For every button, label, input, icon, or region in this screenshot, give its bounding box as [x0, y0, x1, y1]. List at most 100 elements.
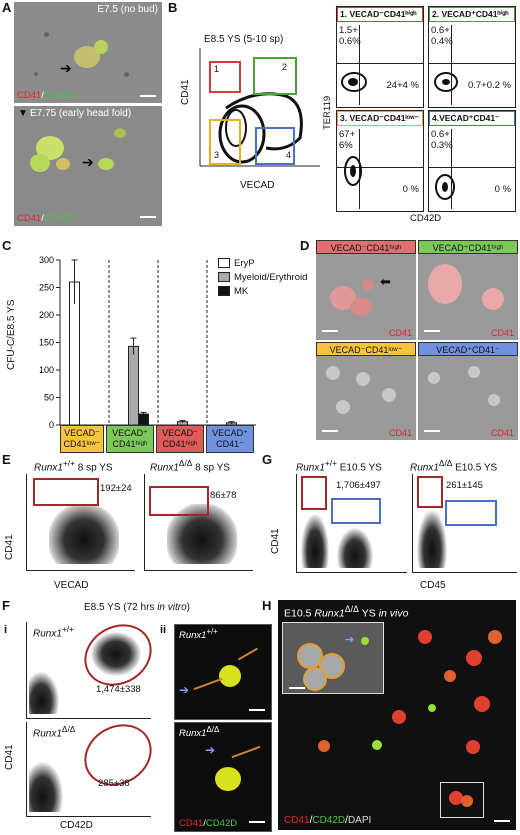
cell — [428, 264, 462, 304]
panel-label-e: E — [2, 452, 11, 467]
cell — [318, 740, 330, 752]
f-bottom-label: Runx1Δ/Δ — [33, 724, 75, 739]
scale-bar — [424, 430, 440, 432]
scale-bar — [424, 330, 440, 332]
title-rest: 8 sp YS — [74, 462, 113, 474]
bar — [128, 345, 139, 426]
legend-item-myeloid: Myeloid/Erythroid — [218, 272, 307, 283]
e-left-value: 192±24 — [100, 483, 132, 494]
subplot-3: 3. VECAD⁻CD41ˡᵒʷ⁻ 67+ 6% 0 % — [336, 110, 424, 212]
cell — [336, 400, 350, 414]
category-box-4: VECAD⁺ CD41⁻ — [206, 425, 254, 453]
chart-bars — [69, 259, 237, 426]
legend-label: Myeloid/Erythroid — [234, 272, 308, 283]
stain-dapi: DAPI — [347, 815, 372, 826]
stain-legend: CD41/CD42D/DAPI — [284, 815, 371, 826]
tile-title: VECAD⁺CD41ʰⁱᵍʰ — [418, 240, 518, 254]
d-tile-1: VECAD⁻CD41ʰⁱᵍʰ ⬅ CD41 — [316, 240, 416, 340]
stain-legend: CD41/CD42D — [179, 818, 237, 829]
stain-sep: / — [203, 818, 206, 829]
gene: Runx1 — [179, 728, 207, 740]
genotype: Δ/Δ — [344, 604, 359, 614]
contour — [344, 156, 362, 186]
stain-sep: / — [345, 815, 348, 826]
gate-box — [417, 476, 443, 508]
cell — [382, 388, 396, 402]
scatter-cloud — [29, 672, 59, 714]
cell — [466, 740, 480, 754]
y-tick-label: 100 — [39, 365, 54, 375]
panel-label-h: H — [262, 598, 272, 613]
gate-label-4: 4 — [286, 150, 292, 160]
tile-stain: CD41 — [388, 328, 412, 338]
quad-line — [451, 25, 452, 105]
cell — [482, 288, 504, 310]
quad-line — [359, 129, 360, 209]
cell — [468, 366, 480, 378]
quad-line — [337, 167, 423, 168]
quad-lr: 0 % — [494, 184, 511, 195]
cell — [474, 696, 490, 712]
title-rest: E10.5 YS — [336, 462, 382, 474]
cell — [488, 630, 502, 644]
scatter-e-right — [144, 474, 253, 571]
gene: Runx1 — [34, 462, 63, 474]
gate-box-blue — [331, 498, 381, 524]
title-rest: E10.5 YS — [452, 462, 498, 474]
legend-swatch — [218, 286, 230, 297]
y-tick-label: 150 — [39, 338, 54, 348]
stain-cd42d: CD42D — [312, 815, 346, 826]
quad-line — [429, 63, 515, 64]
cell — [428, 704, 436, 712]
h-title: E10.5 Runx1Δ/Δ YS in vivo — [284, 604, 408, 620]
category-box-3: VECAD⁻ CD41ʰⁱᵍʰ — [156, 425, 204, 453]
f-top-value: 1,474±338 — [96, 684, 141, 695]
quad-ul: 67+ 6% — [339, 129, 356, 151]
quad-line — [359, 25, 360, 105]
scatter-cloud — [337, 528, 373, 568]
cat-line2: CD41ʰⁱᵍʰ — [162, 439, 198, 449]
cell — [215, 767, 241, 791]
y-tick-label: 250 — [39, 283, 54, 293]
quad-lr: 0.7+0.2 % — [467, 80, 511, 91]
genotype: Δ/Δ — [206, 725, 220, 734]
tile-stain: CD41 — [490, 428, 514, 438]
gate-box — [301, 476, 327, 510]
genotype: Δ/Δ — [178, 458, 193, 468]
stain-legend: CD41/CD42D — [17, 90, 75, 101]
facs-plot-b — [199, 48, 320, 167]
e-x-label: VECAD — [54, 580, 89, 591]
cell — [319, 653, 345, 679]
y-tick-label: 300 — [39, 255, 54, 265]
tile-title: VECAD⁻CD41ˡᵒʷ⁻ — [316, 342, 416, 356]
cat-line1: VECAD⁻ — [162, 428, 198, 438]
g-right-value: 261±145 — [446, 480, 483, 491]
cell — [356, 372, 370, 386]
gate-label-2: 2 — [282, 62, 288, 72]
title: E8.5 YS (72 hrs — [84, 602, 158, 613]
e-left-title: Runx1+/+ 8 sp YS — [34, 458, 113, 473]
scatter-cloud — [91, 632, 141, 676]
cat-line1: VECAD⁺ — [112, 428, 148, 438]
stain-sep: / — [41, 90, 44, 101]
inset-region-box — [440, 782, 484, 818]
caption-e775: E7.75 (early head fold) — [30, 108, 132, 119]
cell — [362, 280, 374, 290]
arrow-icon: ⬅ — [380, 274, 391, 289]
f-micro-bottom: Runx1Δ/Δ ➔ CD41/CD42D — [174, 722, 272, 832]
sub-x-axis-label: CD42D — [410, 213, 442, 224]
cell — [466, 650, 482, 666]
genotype: Δ/Δ — [61, 724, 76, 734]
cell — [392, 710, 406, 724]
panel-label-f: F — [2, 598, 10, 613]
quad-ul: 1.5+ 0.6% — [339, 25, 361, 47]
scatter-e-left — [26, 474, 135, 571]
tile-title: VECAD⁻CD41ʰⁱᵍʰ — [316, 240, 416, 254]
tile-stain: CD41 — [490, 328, 514, 338]
cat-line2: CD41ʰⁱᵍʰ — [112, 439, 148, 449]
y-axis-label: CD41 — [180, 79, 191, 105]
cell-cluster — [98, 158, 114, 170]
scale-bar — [322, 330, 338, 332]
cell — [350, 298, 372, 316]
y-tick-label: 50 — [44, 393, 54, 403]
